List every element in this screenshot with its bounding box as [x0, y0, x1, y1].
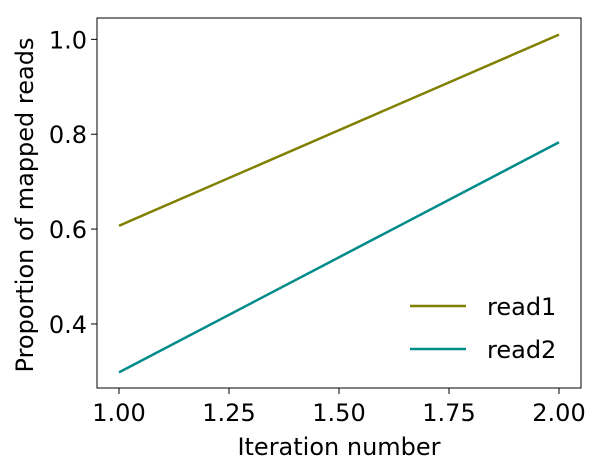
- y-tick-label: 0.4: [49, 311, 87, 339]
- y-tick-label: 0.8: [49, 121, 87, 149]
- legend-label-read1: read1: [487, 293, 556, 321]
- series-line-read1: [118, 33, 560, 227]
- series-line-read2: [118, 141, 560, 374]
- series-layer: [118, 33, 560, 374]
- y-axis-label: Proportion of mapped reads: [11, 38, 39, 373]
- x-tick-label: 1.75: [422, 399, 475, 427]
- y-axis: 0.4 0.6 0.8 1.0: [49, 26, 97, 339]
- y-tick-label: 1.0: [49, 26, 87, 54]
- x-axis: 1.00 1.25 1.50 1.75 2.00: [92, 388, 586, 427]
- y-tick-label: 0.6: [49, 216, 87, 244]
- x-tick-label: 2.00: [532, 399, 585, 427]
- x-tick-label: 1.25: [202, 399, 255, 427]
- legend-label-read2: read2: [487, 336, 556, 364]
- x-tick-label: 1.50: [312, 399, 365, 427]
- legend: read1 read2: [410, 293, 556, 364]
- x-tick-label: 1.00: [92, 399, 145, 427]
- x-axis-label: Iteration number: [237, 433, 440, 461]
